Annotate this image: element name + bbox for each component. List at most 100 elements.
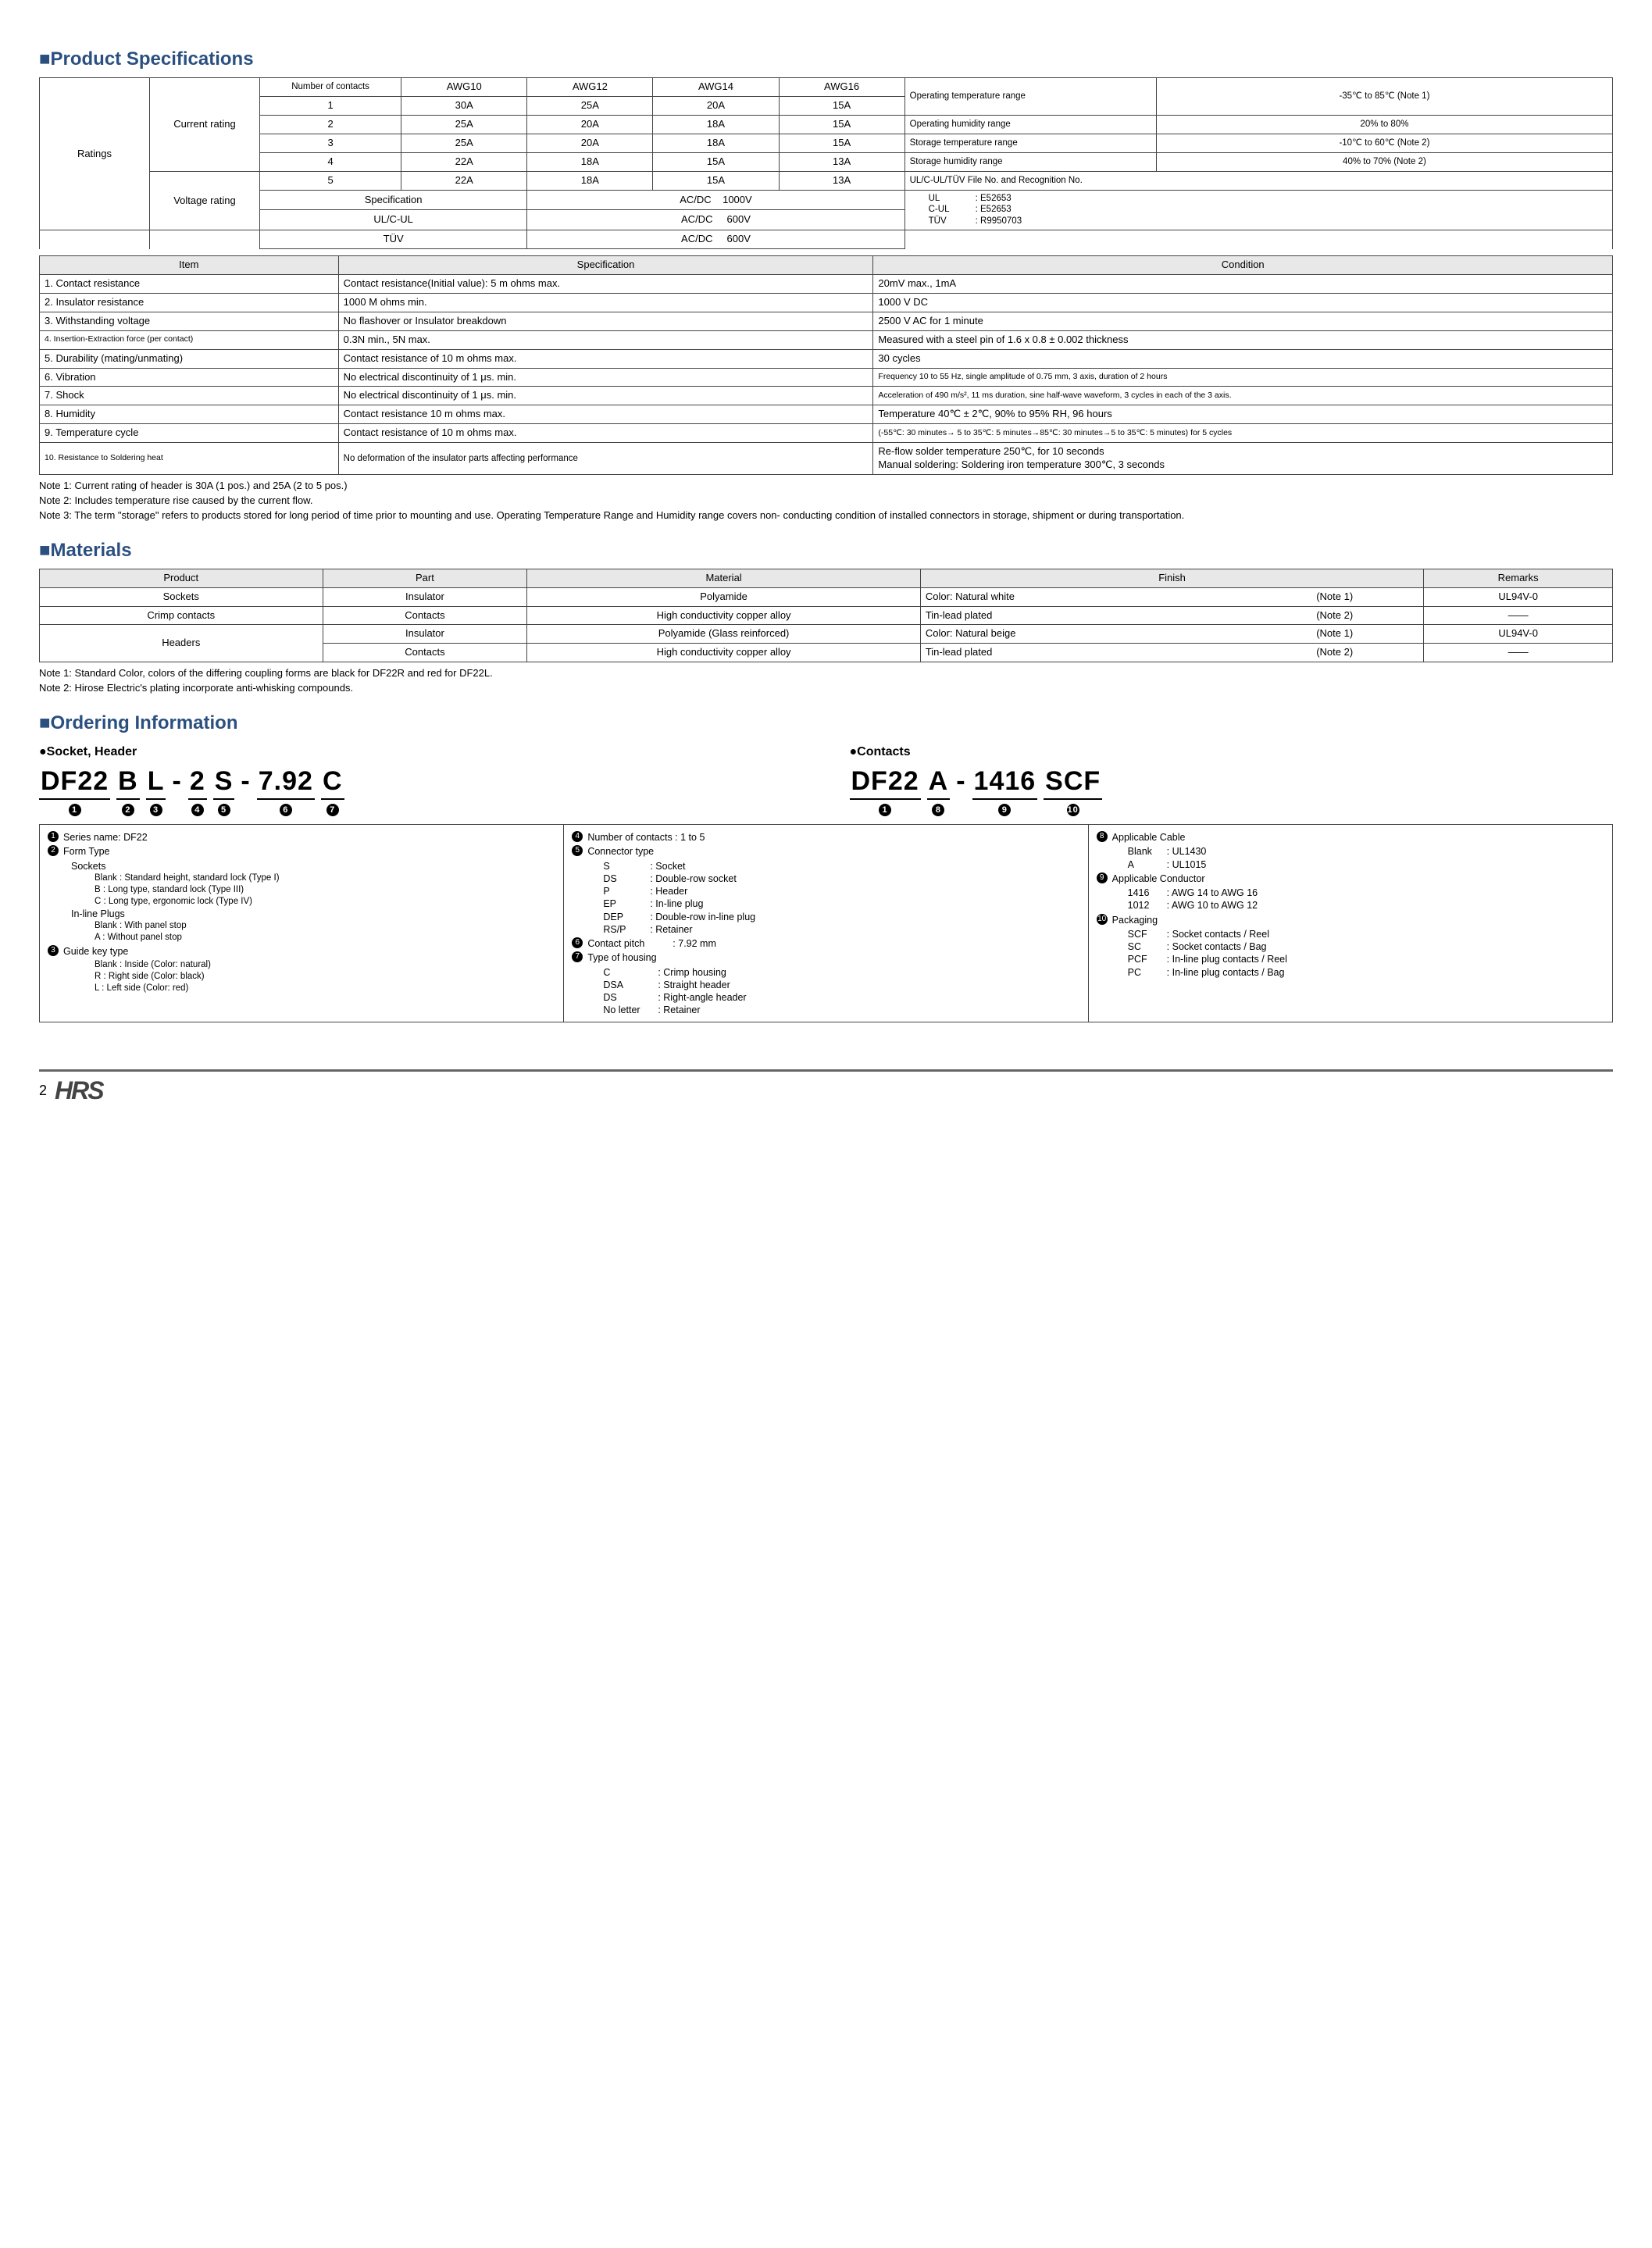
cell: 1 xyxy=(259,97,401,116)
item: Connector type xyxy=(587,845,654,858)
cell: 3. Withstanding voltage xyxy=(40,312,339,330)
sub-item: DS: Right-angle header xyxy=(603,991,1079,1004)
cell: 15A xyxy=(779,134,904,152)
spec-title: ■Product Specifications xyxy=(39,47,1613,71)
cell: 20A xyxy=(527,115,653,134)
cell: (Note 2) xyxy=(1246,644,1424,662)
cell: 20A xyxy=(527,134,653,152)
sub-item: 1416: AWG 14 to AWG 16 xyxy=(1128,887,1604,899)
contact-part-number: DF221A8-14169SCF10 xyxy=(850,764,1614,816)
note: Note 3: The term "storage" refers to pro… xyxy=(39,509,1613,523)
cell: Number of contacts xyxy=(259,78,401,97)
head: Material xyxy=(527,569,921,587)
cell: Acceleration of 490 m/s², 11 ms duration… xyxy=(873,387,1613,405)
sub-item: Blank : Standard height, standard lock (… xyxy=(48,872,555,884)
sub-item: A : Without panel stop xyxy=(48,932,555,944)
cell: Storage humidity range xyxy=(904,152,1156,171)
cell: 25A xyxy=(527,97,653,116)
cell: Color: Natural white xyxy=(920,587,1246,606)
item: Type of housing xyxy=(587,951,656,964)
cell: 10. Resistance to Soldering heat xyxy=(40,443,339,475)
voltage-rating-label: Voltage rating xyxy=(149,171,259,230)
cell: Color: Natural beige xyxy=(920,625,1246,644)
cell: 9. Temperature cycle xyxy=(40,424,339,443)
note: Note 1: Current rating of header is 30A … xyxy=(39,480,1613,493)
sub-item: L : Left side (Color: red) xyxy=(48,983,555,994)
item: Form Type xyxy=(63,845,110,858)
cell: 22A xyxy=(401,171,527,190)
cell: 3 xyxy=(259,134,401,152)
head: Remarks xyxy=(1424,569,1613,587)
cell: Measured with a steel pin of 1.6 x 0.8 ±… xyxy=(873,330,1613,349)
cert-k: UL xyxy=(929,193,976,205)
cell: 7. Shock xyxy=(40,387,339,405)
item-val: : 7.92 mm xyxy=(673,937,716,950)
cert-v: : E52653 xyxy=(976,204,1012,216)
cell: 2. Insulator resistance xyxy=(40,294,339,312)
head: Product xyxy=(40,569,323,587)
head: Item xyxy=(40,256,339,275)
cell: Crimp contacts xyxy=(40,606,323,625)
cell: UL/C-UL xyxy=(259,210,526,230)
cell: 18A xyxy=(527,171,653,190)
sub-item: PCF: In-line plug contacts / Reel xyxy=(1128,953,1604,965)
cell: Tin-lead plated xyxy=(920,606,1246,625)
cell: UL/C-UL/TÜV File No. and Recognition No. xyxy=(904,171,1612,190)
item: Applicable Cable xyxy=(1112,831,1186,844)
sub-item: Blank : With panel stop xyxy=(48,920,555,932)
cell: 25A xyxy=(401,134,527,152)
cell: (Note 1) xyxy=(1246,625,1424,644)
cell: (-55℃: 30 minutes→ 5 to 35℃: 5 minutes→8… xyxy=(873,424,1613,443)
sub-item: C: Crimp housing xyxy=(603,966,1079,979)
cert-v: : R9950703 xyxy=(976,216,1022,227)
cell: 2 xyxy=(259,115,401,134)
sub-item: SCF: Socket contacts / Reel xyxy=(1128,928,1604,940)
cell: 30 cycles xyxy=(873,349,1613,368)
cell: UL94V-0 xyxy=(1424,625,1613,644)
ratings-label: Ratings xyxy=(40,78,150,230)
cell: 30A xyxy=(401,97,527,116)
cell: 13A xyxy=(779,152,904,171)
item: Number of contacts : 1 to 5 xyxy=(587,831,705,844)
sub-item: B : Long type, standard lock (Type III) xyxy=(48,884,555,896)
cell: Contact resistance 10 m ohms max. xyxy=(338,405,873,424)
sub-item: No letter: Retainer xyxy=(603,1004,1079,1016)
cell: AWG12 xyxy=(527,78,653,97)
ordering-col2: 4Number of contacts : 1 to 5 5Connector … xyxy=(564,825,1088,1022)
cert-k: C-UL xyxy=(929,204,976,216)
head: Finish xyxy=(920,569,1423,587)
cell: 15A xyxy=(653,171,779,190)
head: Specification xyxy=(338,256,873,275)
materials-title: ■Materials xyxy=(39,538,1613,562)
cell: 15A xyxy=(779,97,904,116)
spec-detail-table: Item Specification Condition 1. Contact … xyxy=(39,255,1613,475)
cell: Contacts xyxy=(323,644,527,662)
sub-item: Sockets xyxy=(48,860,555,872)
cell: AWG16 xyxy=(779,78,904,97)
sub-item: S: Socket xyxy=(603,860,1079,872)
cell: AWG10 xyxy=(401,78,527,97)
sub-item: In-line Plugs xyxy=(48,908,555,920)
cell: 4 xyxy=(259,152,401,171)
cell: 5. Durability (mating/unmating) xyxy=(40,349,339,368)
sub-item: DEP: Double-row in-line plug xyxy=(603,911,1079,923)
note: Note 1: Standard Color, colors of the di… xyxy=(39,667,1613,680)
item: Guide key type xyxy=(63,945,128,958)
cert-v: : E52653 xyxy=(976,193,1012,205)
cell: 13A xyxy=(779,171,904,190)
spec-notes: Note 1: Current rating of header is 30A … xyxy=(39,480,1613,523)
head: Condition xyxy=(873,256,1613,275)
item: Series name: DF22 xyxy=(63,831,148,844)
cell: 4. Insertion-Extraction force (per conta… xyxy=(40,330,339,349)
materials-table: Product Part Material Finish Remarks Soc… xyxy=(39,569,1613,662)
cell: No electrical discontinuity of 1 μs. min… xyxy=(338,368,873,387)
cell: 6. Vibration xyxy=(40,368,339,387)
ratings-table: Ratings Current rating Number of contact… xyxy=(39,77,1613,230)
cell: Temperature 40℃ ± 2℃, 90% to 95% RH, 96 … xyxy=(873,405,1613,424)
cell: Polyamide xyxy=(527,587,921,606)
current-rating-label: Current rating xyxy=(149,78,259,171)
sub-item: C : Long type, ergonomic lock (Type IV) xyxy=(48,896,555,908)
sub-item: SC: Socket contacts / Bag xyxy=(1128,940,1604,953)
cell: Contact resistance of 10 m ohms max. xyxy=(338,424,873,443)
ordering-detail-table: 1Series name: DF22 2Form Type SocketsBla… xyxy=(39,824,1613,1022)
